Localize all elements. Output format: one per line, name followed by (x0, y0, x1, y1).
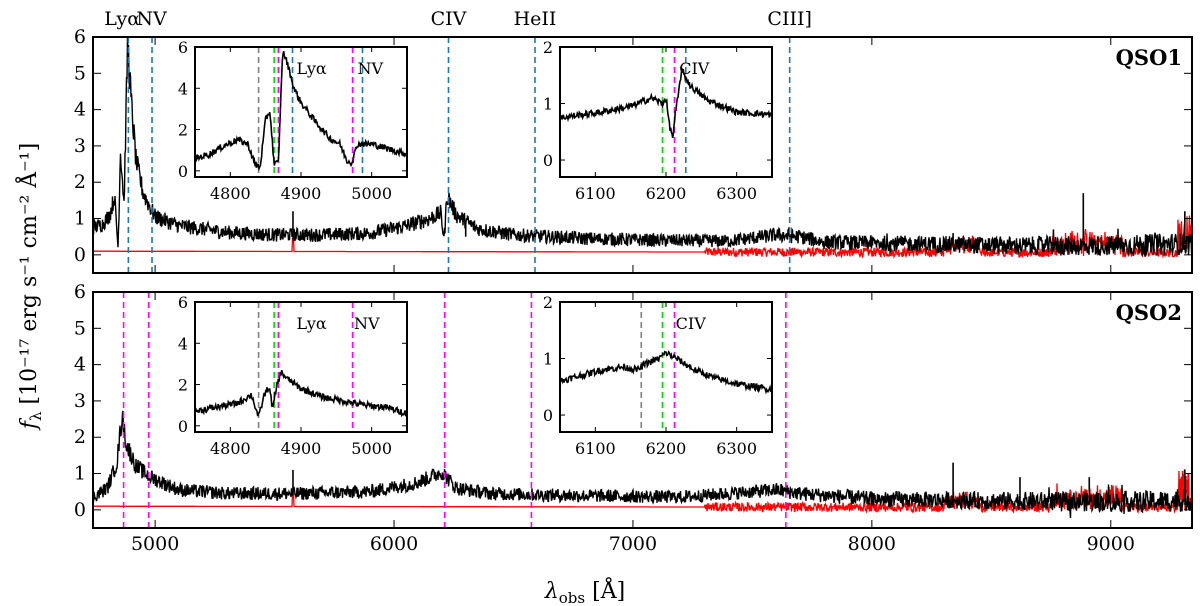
emission-line-label: NV (136, 8, 167, 30)
inset-line-label: CIV (679, 59, 710, 78)
panel1-ytick-label: 6 (74, 26, 86, 48)
inset-spectrum-civ (560, 350, 772, 395)
emission-line-label: Lyα (104, 8, 140, 30)
y-axis-title-unit: [10⁻¹⁷ erg s⁻¹ cm⁻² Å⁻¹] (14, 143, 42, 412)
spectra-layer (93, 37, 1192, 528)
inset-civ-ytick-label: 1 (543, 350, 553, 369)
inset-civ-ytick-label: 0 (543, 406, 553, 425)
panel2-xtick-label: 6000 (370, 533, 418, 555)
inset-line-label: NV (357, 59, 383, 78)
inset-lya-xtick-label: 4800 (210, 184, 251, 203)
inset-background (560, 302, 772, 432)
panel2-ytick-label: 0 (74, 499, 86, 521)
x-axis-title: λobs [Å] (544, 576, 625, 606)
error-spectrum-qso0 (93, 215, 1192, 260)
inset-civ-ytick-label: 2 (543, 38, 553, 57)
emission-line-label: CIII] (767, 8, 811, 30)
inset-background (195, 302, 407, 432)
inset-spectrum-lya (195, 369, 407, 418)
inset-spectrum-lya (195, 51, 407, 172)
inset-lya-xtick-label: 4900 (281, 439, 322, 458)
y-axis-title: fλ [10⁻¹⁷ erg s⁻¹ cm⁻² Å⁻¹] (14, 143, 45, 431)
panel2-ytick-label: 5 (74, 317, 86, 339)
panel2-xtick-label: 5000 (131, 533, 179, 555)
inset-lya-xtick-label: 4900 (281, 184, 322, 203)
error-spectrum-qso1 (93, 469, 1192, 515)
inset-lya-xtick-label: 4800 (210, 439, 251, 458)
inset-civ-ytick-label: 1 (543, 95, 553, 114)
inset-line-label: Lyα (297, 314, 327, 333)
emission-line-label: HeII (514, 8, 557, 30)
inset-spectrum-civ (560, 67, 772, 138)
inset-lya-ytick-label: 2 (178, 376, 188, 395)
emission-line-label: CIV (431, 8, 467, 30)
panel2-xtick-label: 9000 (1087, 533, 1135, 555)
inset-line-label: Lyα (297, 59, 327, 78)
spectrum-qso0 (93, 37, 1192, 257)
inset-line-label: NV (354, 314, 380, 333)
inset-civ-xtick-label: 6300 (716, 439, 757, 458)
panel-frame-qso2 (92, 291, 1193, 529)
inset-lya-ytick-label: 0 (178, 417, 188, 436)
panel2-ytick-label: 6 (74, 281, 86, 303)
panel2-ytick-label: 3 (74, 390, 86, 412)
panel-frame-qso1 (92, 36, 1193, 274)
inset-lya-ytick-label: 4 (178, 79, 188, 98)
inset-lya-ytick-label: 6 (178, 38, 188, 57)
x-axis-title-sub: obs (559, 589, 585, 606)
panel2-xtick-label: 7000 (609, 533, 657, 555)
panel1-ytick-label: 1 (74, 208, 86, 230)
inset-civ-xtick-label: 6100 (575, 184, 616, 203)
panel1-ytick-label: 3 (74, 135, 86, 157)
panel2-ytick-label: 1 (74, 463, 86, 485)
inset-civ-xtick-label: 6200 (646, 439, 687, 458)
inset-civ-ytick-label: 0 (543, 151, 553, 170)
inset-lya-xtick-label: 5000 (351, 184, 392, 203)
inset-civ-ytick-label: 2 (543, 293, 553, 312)
qso-label: QSO2 (1116, 300, 1182, 325)
panel2-ytick-label: 2 (74, 426, 86, 448)
inset-background (195, 47, 407, 177)
panel1-ytick-label: 0 (74, 244, 86, 266)
inset-civ-xtick-label: 6200 (646, 184, 687, 203)
inset-lya-ytick-label: 2 (178, 121, 188, 140)
inset-line-label: CIV (676, 314, 707, 333)
axes-layer (92, 36, 1193, 529)
spectrum-qso1 (93, 410, 1192, 519)
panel1-ytick-label: 2 (74, 171, 86, 193)
inset-civ-xtick-label: 6100 (575, 439, 616, 458)
inset-lya-ytick-label: 0 (178, 162, 188, 181)
qso-label: QSO1 (1116, 45, 1182, 70)
x-axis-title-main: λ (544, 579, 559, 604)
y-axis-title-sub: λ (27, 411, 45, 421)
inset-lya-ytick-label: 6 (178, 293, 188, 312)
x-axis-title-unit: [Å] (585, 576, 625, 604)
inset-civ-xtick-label: 6300 (716, 184, 757, 203)
panel2-xtick-label: 8000 (848, 533, 896, 555)
inset-lya-ytick-label: 4 (178, 334, 188, 353)
panel1-ytick-label: 5 (74, 62, 86, 84)
inset-lya-xtick-label: 5000 (351, 439, 392, 458)
panel2-ytick-label: 4 (74, 354, 86, 376)
panel1-ytick-label: 4 (74, 99, 86, 121)
